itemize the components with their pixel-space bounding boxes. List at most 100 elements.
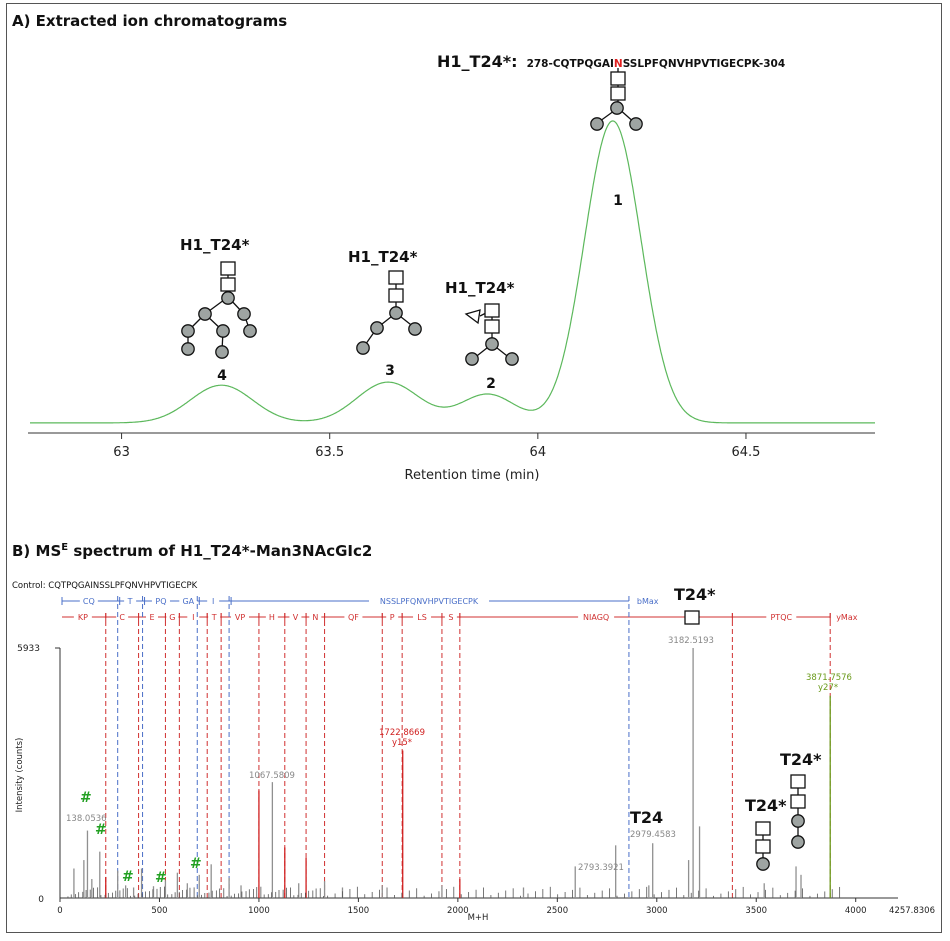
glycan-label-peak-3: H1_T24* bbox=[348, 248, 418, 266]
b-ladder-label: GA bbox=[182, 597, 194, 606]
x-tick-label: 63 bbox=[113, 445, 130, 460]
b-ladder-label-bg bbox=[151, 596, 170, 606]
x-tick-label: 3500 bbox=[745, 906, 767, 916]
y-ladder-label-bg bbox=[116, 612, 129, 622]
mannose-circle-icon bbox=[389, 306, 403, 320]
hash-mark-5: # bbox=[190, 856, 202, 872]
glcnac-square-icon bbox=[388, 288, 404, 303]
t24-star-annotation-right: T24* bbox=[780, 750, 822, 849]
glcnac-square-icon bbox=[684, 610, 700, 625]
peak-label-3182: 3182.5193 bbox=[668, 636, 714, 646]
x-tick-label: 64.5 bbox=[731, 445, 760, 460]
peak-number-2: 2 bbox=[486, 376, 496, 392]
y-ladder-label-bg bbox=[309, 612, 322, 622]
mannose-circle-icon bbox=[370, 321, 384, 335]
y-ladder-label: PTQC bbox=[770, 613, 792, 622]
b-max-label: bMax bbox=[637, 597, 659, 606]
glycan-peak-3 bbox=[356, 270, 422, 355]
y-ladder-label: N bbox=[312, 613, 318, 622]
panel-a-x-label: Retention time (min) bbox=[405, 468, 540, 483]
glcnac-square-icon bbox=[755, 821, 771, 836]
peak-label-1722: 1722.8669 bbox=[379, 728, 425, 738]
peptide-header: H1_T24*: 278-CQTPQGAINSSLPFQNVHPVTIGECPK… bbox=[437, 52, 785, 71]
b-ladder-label: CQ bbox=[83, 597, 95, 606]
peak-label-2793: 2793.3921 bbox=[578, 863, 624, 873]
x-tick-label: 2500 bbox=[546, 906, 568, 916]
y-max-label: yMax bbox=[836, 613, 858, 622]
x-tick-label: 1500 bbox=[348, 906, 370, 916]
peptide-seq-post: SSLPFQNVHPVTIGECPK-304 bbox=[623, 58, 785, 70]
mannose-circle-icon bbox=[221, 291, 235, 305]
y-ladder-label: P bbox=[390, 613, 395, 622]
y-ladder-label-bg bbox=[208, 612, 221, 622]
t24-label: T24 bbox=[630, 808, 663, 827]
glycan-label-peak-2: H1_T24* bbox=[445, 279, 515, 297]
x-max-label: 4257.8306 bbox=[889, 906, 935, 916]
t24-star-label-right: T24* bbox=[780, 750, 822, 769]
mannose-circle-icon bbox=[485, 337, 499, 351]
glycan-peak-1 bbox=[590, 68, 643, 131]
glcnac-square-icon bbox=[220, 261, 236, 276]
mannose-circle-icon bbox=[629, 117, 643, 131]
b-ladder-label: T bbox=[127, 597, 133, 606]
glcnac-square-icon bbox=[220, 277, 236, 292]
y-ladder-label: KP bbox=[78, 613, 88, 622]
y-ladder-label-bg bbox=[231, 612, 250, 622]
x-tick-label: 63.5 bbox=[315, 445, 344, 460]
y-ladder-label-bg bbox=[413, 612, 432, 622]
b-ladder-label-bg bbox=[369, 596, 490, 606]
b-ladder-label-bg bbox=[207, 596, 220, 606]
mannose-circle-icon bbox=[791, 814, 805, 828]
x-tick-label: 1000 bbox=[248, 906, 270, 916]
y-ladder-label: G bbox=[169, 613, 175, 622]
x-tick-label: 0 bbox=[57, 906, 62, 916]
y-min-label: 0 bbox=[38, 895, 44, 905]
b-ladder-label: PQ bbox=[155, 597, 166, 606]
b-ion-ladder: CQ T PQ GA I NSSLPFQNVHPVTIGECPK bMax bbox=[61, 596, 659, 606]
y-ladder-label-bg bbox=[344, 612, 363, 622]
glcnac-square-icon bbox=[484, 303, 500, 318]
glcnac-square-icon bbox=[388, 270, 404, 285]
x-tick-label: 500 bbox=[151, 906, 167, 916]
mannose-circle-icon bbox=[610, 101, 624, 115]
y-ladder-label-bg bbox=[386, 612, 399, 622]
panel-b-x-ticks: 0 500 1000 1500 2000 2500 3000 3500 4000 bbox=[57, 898, 867, 916]
panel-b-title: B) MSE spectrum of H1_T24*-Man3NAcGIc2 bbox=[12, 542, 372, 560]
mannose-circle-icon bbox=[590, 117, 604, 131]
hash-mark-1: # bbox=[80, 790, 92, 806]
mannose-circle-icon bbox=[756, 857, 770, 871]
y-ladder-label: VP bbox=[235, 613, 245, 622]
panel-b-title-sup: E bbox=[61, 542, 68, 553]
glcnac-square-icon bbox=[790, 794, 806, 809]
y-ladder-label: I bbox=[192, 613, 194, 622]
mannose-circle-icon bbox=[216, 324, 230, 338]
mannose-circle-icon bbox=[791, 835, 805, 849]
y-ladder-label-bg bbox=[766, 612, 797, 622]
y-ladder-label: V bbox=[293, 613, 299, 622]
mannose-circle-icon bbox=[181, 342, 195, 356]
mannose-circle-icon bbox=[237, 307, 251, 321]
mannose-circle-icon bbox=[505, 352, 519, 366]
hash-mark-2: # bbox=[95, 822, 107, 838]
chromatogram-trace bbox=[30, 120, 875, 424]
peak-label-y27: y27* bbox=[818, 683, 838, 693]
y-ladder-label-bg bbox=[444, 612, 457, 622]
glycan-label-peak-4: H1_T24* bbox=[180, 236, 250, 254]
peak-number-3: 3 bbox=[385, 363, 395, 379]
y-ladder-label-bg bbox=[166, 612, 179, 622]
t24-star-label-mid: T24* bbox=[745, 796, 787, 815]
mannose-circle-icon bbox=[465, 352, 479, 366]
fucose-triangle-icon bbox=[464, 309, 481, 325]
glycan-peak-4 bbox=[181, 261, 257, 359]
y-ladder-label: E bbox=[149, 613, 154, 622]
y-ladder-label-bg bbox=[146, 612, 159, 622]
panel-a-x-ticks: 63 63.5 64 64.5 bbox=[113, 433, 760, 460]
t24-star-annotation-top: T24* bbox=[672, 584, 734, 625]
glcnac-square-icon bbox=[755, 839, 771, 854]
glycosylation-site: N bbox=[614, 58, 623, 70]
control-sequence: Control: CQTPQGAINSSLPFQNVHPVTIGECPK bbox=[12, 581, 198, 591]
peak-label-138: 138.0536 bbox=[66, 814, 107, 824]
peak-label-1067: 1067.5809 bbox=[249, 771, 295, 781]
peak-label-y15: y15* bbox=[392, 738, 412, 748]
